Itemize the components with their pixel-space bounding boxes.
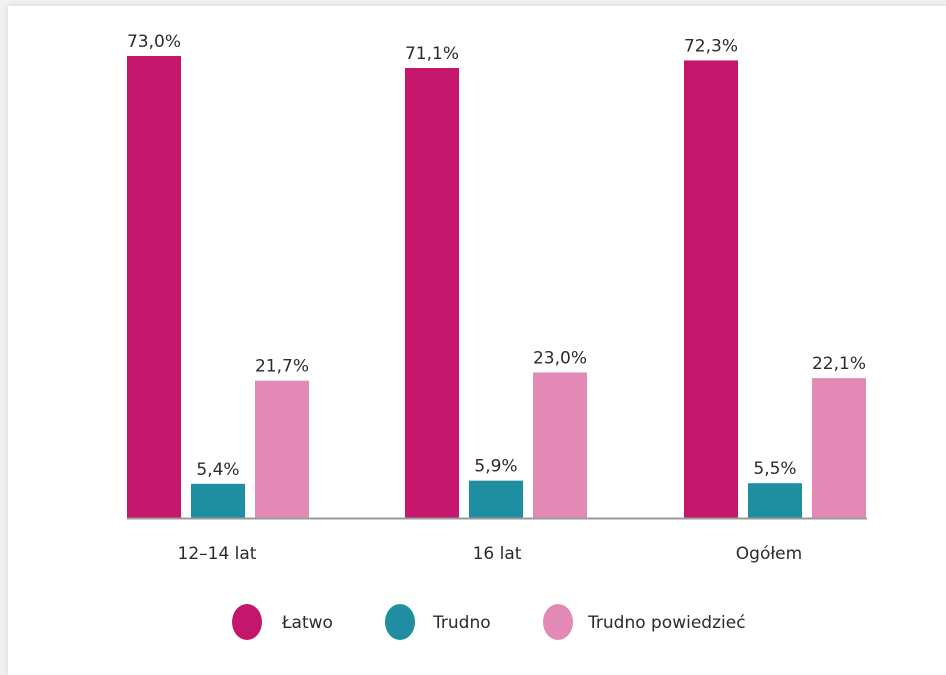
value-labels-group: 73,0% 5,4% 21,7% 71,1% 5,9% 23,0% 72,3% 5,5% 22,… bbox=[127, 32, 866, 480]
value-label-trudno-powiedziec-ogolem: 22,1% bbox=[812, 354, 866, 374]
category-label-16-lat: 16 lat bbox=[473, 544, 522, 564]
legend-marker-trudno-powiedziec bbox=[543, 604, 573, 640]
bar-trudno-12-14-lat bbox=[191, 483, 245, 518]
legend-marker-trudno bbox=[385, 604, 415, 640]
bar-trudno-ogolem bbox=[748, 483, 802, 518]
value-label-latwo-16-lat: 71,1% bbox=[405, 44, 459, 64]
value-label-latwo-12-14-lat: 73,0% bbox=[127, 32, 181, 52]
bar-trudno-powiedziec-16-lat bbox=[533, 372, 587, 518]
bar-latwo-16-lat bbox=[405, 68, 459, 518]
legend-label-trudno-powiedziec: Trudno powiedzieć bbox=[587, 613, 746, 633]
bars-group bbox=[127, 56, 866, 518]
bar-trudno-powiedziec-12-14-lat bbox=[255, 380, 309, 518]
bar-trudno-powiedziec-ogolem bbox=[812, 378, 866, 518]
legend-label-latwo: Łatwo bbox=[281, 613, 333, 633]
legend-label-trudno: Trudno bbox=[432, 613, 491, 633]
bar-trudno-16-lat bbox=[469, 480, 523, 518]
value-label-latwo-ogolem: 72,3% bbox=[684, 36, 738, 56]
value-label-trudno-16-lat: 5,9% bbox=[474, 457, 517, 477]
category-label-ogolem: Ogółem bbox=[736, 544, 802, 564]
category-label-12-14-lat: 12–14 lat bbox=[178, 544, 257, 564]
value-label-trudno-powiedziec-12-14-lat: 21,7% bbox=[255, 357, 309, 377]
category-labels-group: 12–14 lat 16 lat Ogółem bbox=[178, 544, 803, 564]
bar-latwo-12-14-lat bbox=[127, 56, 181, 518]
bar-latwo-ogolem bbox=[684, 60, 738, 518]
value-label-trudno-12-14-lat: 5,4% bbox=[196, 460, 239, 480]
value-label-trudno-powiedziec-16-lat: 23,0% bbox=[533, 348, 587, 368]
legend-marker-latwo bbox=[232, 604, 262, 640]
legend: Łatwo Trudno Trudno powiedzieć bbox=[232, 604, 746, 640]
value-label-trudno-ogolem: 5,5% bbox=[753, 459, 796, 479]
